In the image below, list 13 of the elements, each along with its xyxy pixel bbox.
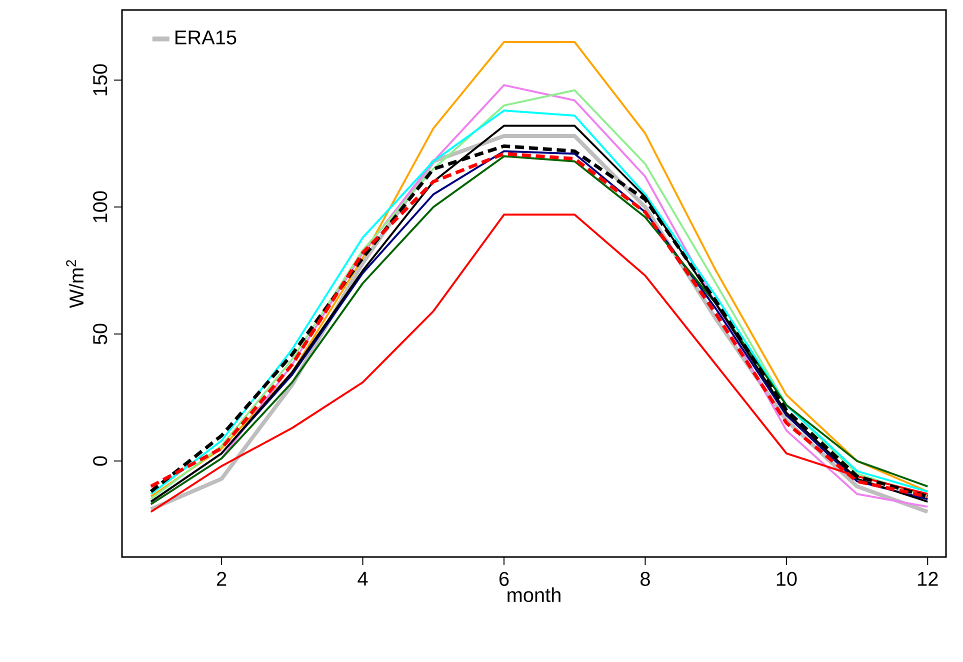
y-tick-label: 100 — [93, 191, 108, 222]
y-tick-label: 150 — [93, 64, 108, 96]
x-tick-label: 6 — [499, 572, 509, 586]
x-axis-title: month — [508, 587, 560, 602]
x-tick-label: 8 — [640, 572, 650, 586]
x-tick-label: 2 — [217, 572, 226, 586]
x-tick-label: 4 — [358, 572, 368, 586]
legend-label: ERA15 — [176, 30, 236, 44]
x-tick-label: 10 — [776, 572, 797, 586]
y-axis-title: W/m$^{2}$ — [66, 260, 84, 308]
y-tick-label: 0 — [93, 456, 108, 466]
x-tick-label: 12 — [918, 572, 938, 586]
y-tick-label: 50 — [93, 324, 108, 344]
